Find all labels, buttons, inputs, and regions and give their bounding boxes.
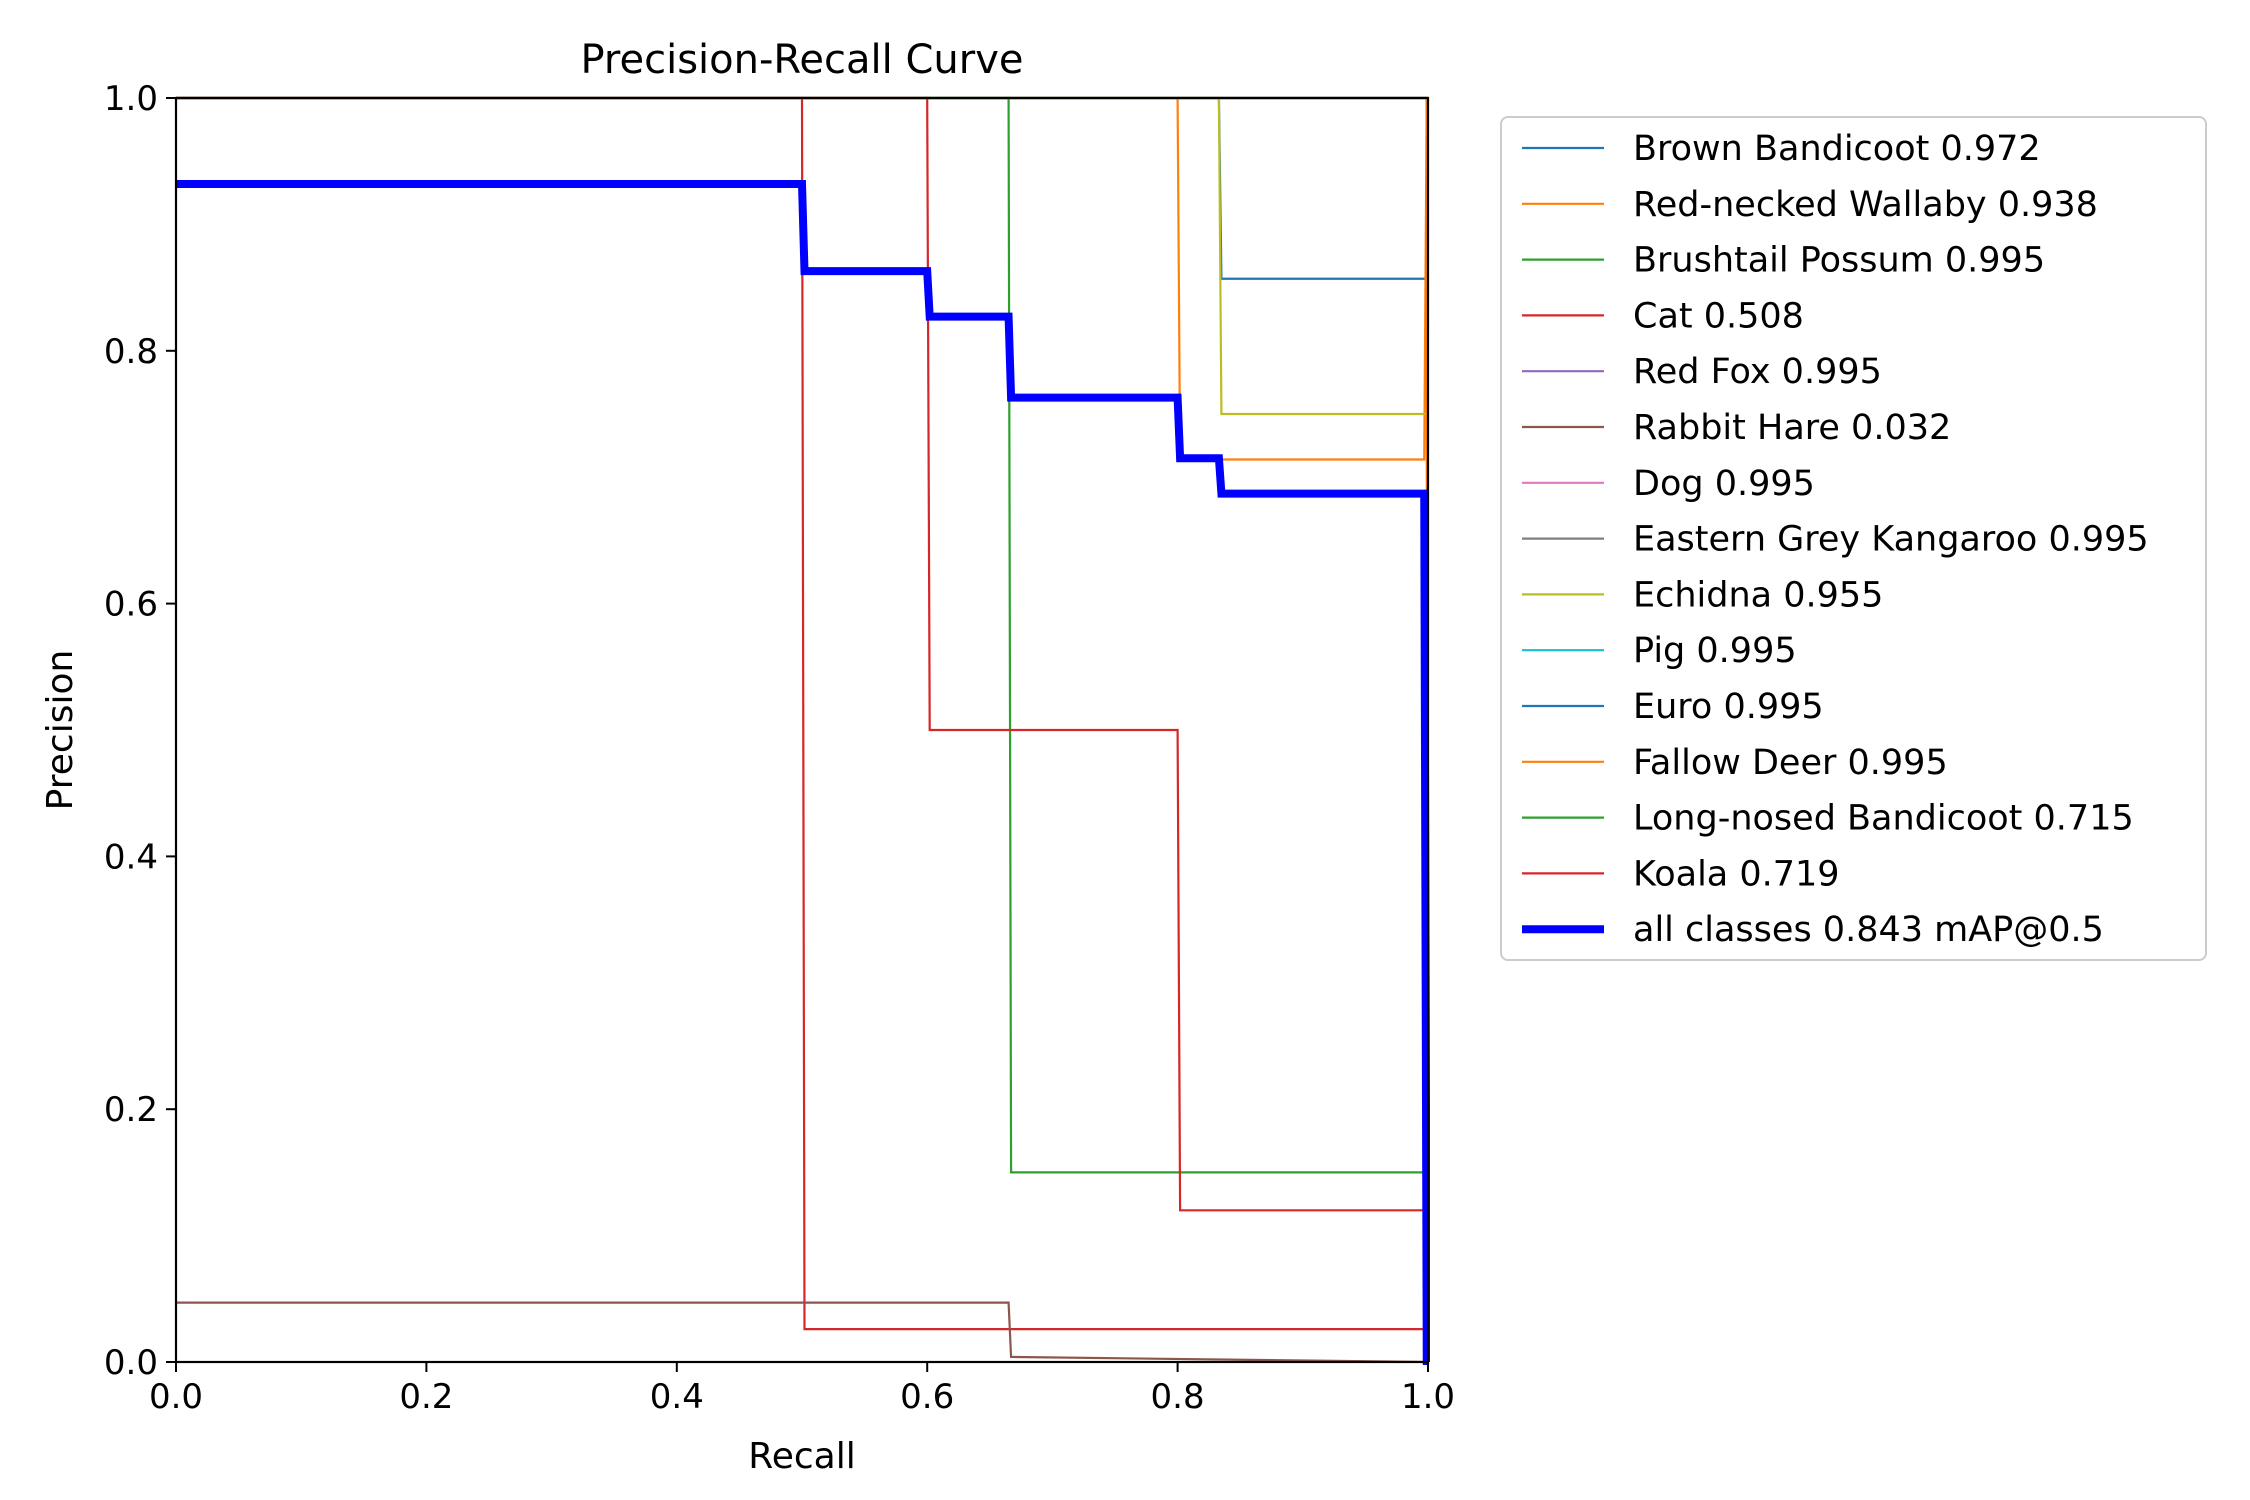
chart-title: Precision-Recall Curve — [581, 37, 1024, 83]
x-tick-label: 0.0 — [149, 1377, 203, 1417]
legend-label: Koala 0.719 — [1633, 854, 1840, 894]
y-tick-label: 0.0 — [104, 1343, 158, 1383]
x-tick-label: 0.4 — [650, 1377, 704, 1417]
legend-label: all classes 0.843 mAP@0.5 — [1633, 910, 2104, 950]
y-tick-label: 1.0 — [104, 79, 158, 119]
y-axis-label: Precision — [40, 650, 81, 811]
legend-label: Red-necked Wallaby 0.938 — [1633, 185, 2098, 225]
series-line-14 — [176, 179, 1430, 1365]
plot-frame — [174, 96, 1430, 1364]
y-tick-label: 0.2 — [104, 1090, 158, 1130]
legend-label: Red Fox 0.995 — [1633, 352, 1882, 392]
y-tick-label: 0.8 — [104, 332, 158, 372]
legend-label: Fallow Deer 0.995 — [1633, 743, 1948, 783]
legend-label: Echidna 0.955 — [1633, 575, 1883, 615]
y-tick-label: 0.4 — [104, 837, 158, 877]
legend-label: Rabbit Hare 0.032 — [1633, 408, 1951, 448]
legend-label: Brown Bandicoot 0.972 — [1633, 129, 2041, 169]
series-line-5 — [176, 1301, 1429, 1364]
y-tick-label: 0.6 — [104, 585, 158, 625]
series-layer — [176, 96, 1430, 1365]
legend-label: Long-nosed Bandicoot 0.715 — [1633, 799, 2134, 839]
legend: Brown Bandicoot 0.972 Red-necked Wallaby … — [1500, 116, 2207, 961]
legend-label: Cat 0.508 — [1633, 296, 1804, 336]
legend-label: Dog 0.995 — [1633, 464, 1815, 504]
x-axis-label: Recall — [748, 1436, 855, 1477]
legend-label: Euro 0.995 — [1633, 687, 1824, 727]
legend-entries: Brown Bandicoot 0.972 Red-necked Wallaby … — [1522, 129, 2149, 950]
legend-label: Pig 0.995 — [1633, 631, 1797, 671]
x-axis-ticks: 0.0 0.2 0.4 0.6 0.8 1.0 — [149, 1362, 1455, 1417]
legend-label: Brushtail Possum 0.995 — [1633, 241, 2045, 281]
y-axis-ticks: 0.0 0.2 0.4 0.6 0.8 1.0 — [104, 79, 176, 1383]
plot-area — [174, 96, 1430, 1365]
legend-frame — [1500, 116, 2207, 961]
x-tick-label: 0.6 — [900, 1377, 954, 1417]
legend-label: Eastern Grey Kangaroo 0.995 — [1633, 520, 2149, 560]
x-tick-label: 1.0 — [1401, 1377, 1455, 1417]
x-tick-label: 0.2 — [399, 1377, 453, 1417]
x-tick-label: 0.8 — [1151, 1377, 1205, 1417]
